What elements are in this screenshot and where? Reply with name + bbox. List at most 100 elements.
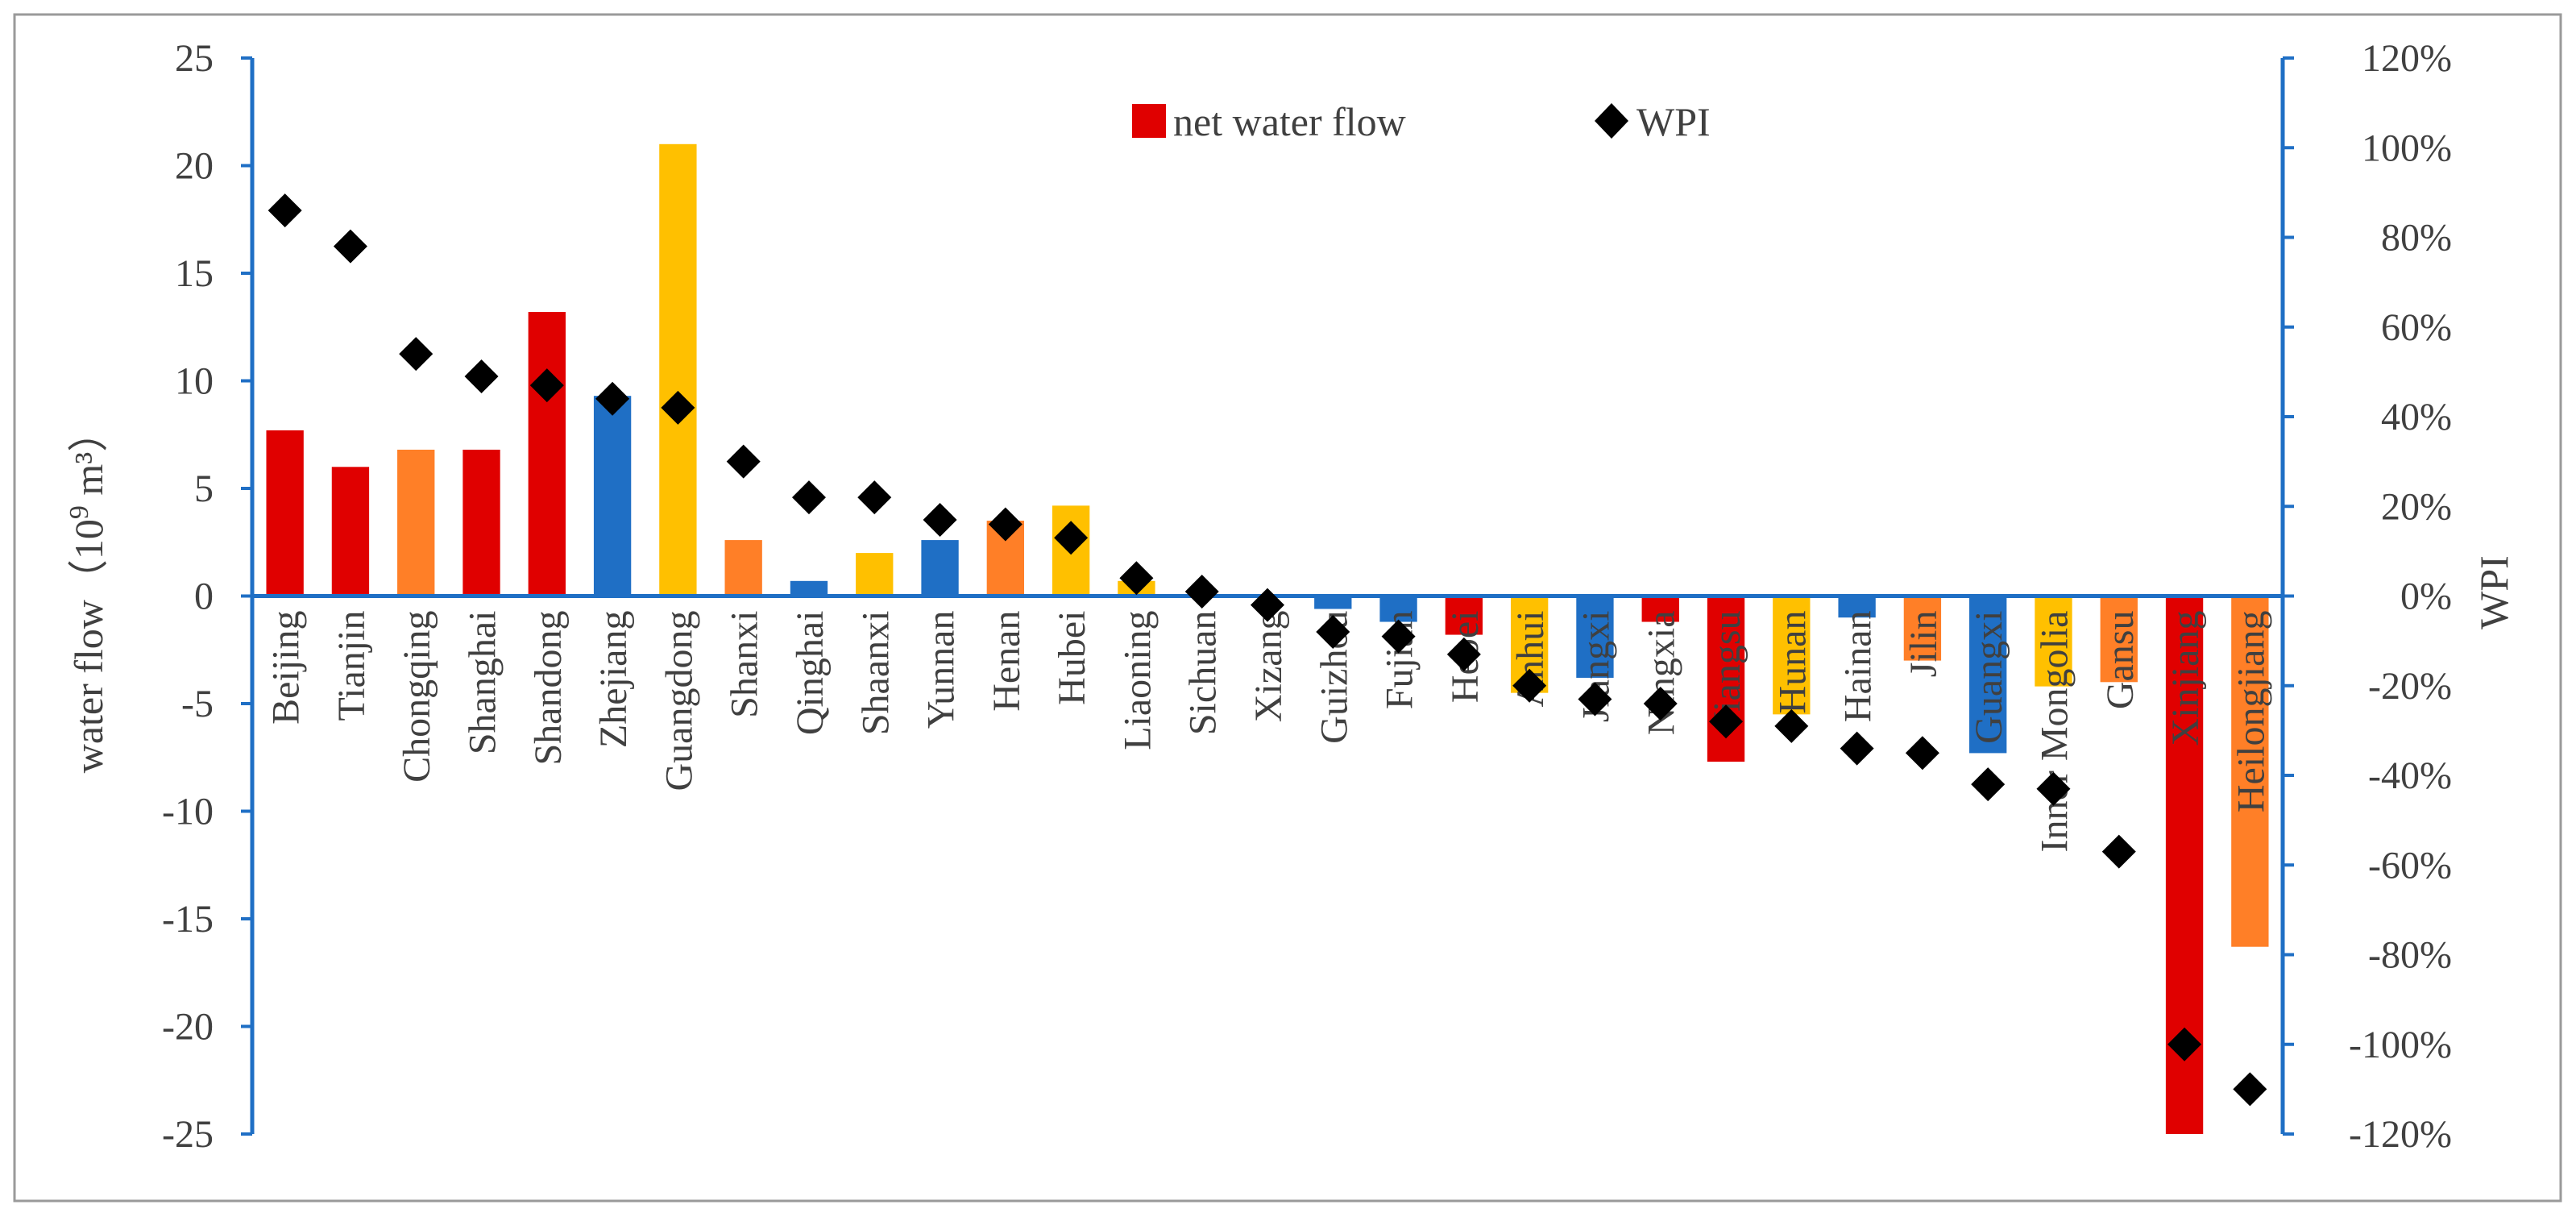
wpi-point-ningxia xyxy=(1643,687,1678,721)
bar-inner-mongolia xyxy=(2035,596,2072,687)
wpi-point-inner-mongolia xyxy=(2036,771,2071,806)
wpi-point-shandong xyxy=(529,368,564,403)
wpi-point-fujian xyxy=(1381,619,1416,654)
wpi-point-gansu xyxy=(2101,834,2136,869)
bar-guangxi xyxy=(1969,596,2007,754)
wpi-point-chongqing xyxy=(399,337,433,372)
legend-net-water-flow-label: net water flow xyxy=(1173,99,1406,144)
wpi-point-zhejiang xyxy=(595,381,630,416)
category-label-shanxi: Shanxi xyxy=(724,611,766,718)
wpi-point-henan xyxy=(988,507,1023,542)
legend: net water flow WPI xyxy=(1132,99,1711,144)
wpi-point-beijing xyxy=(268,193,302,228)
right-tick-label: -100% xyxy=(2349,1024,2452,1066)
wpi-point-liaoning xyxy=(1119,561,1154,596)
wpi-point-jiangsu xyxy=(1709,704,1744,739)
wpi-point-guangdong xyxy=(661,390,695,425)
left-tick-label: 25 xyxy=(175,37,214,80)
category-label-hubei: Hubei xyxy=(1051,611,1093,705)
legend-net-water-flow-swatch xyxy=(1132,104,1166,138)
wpi-point-yunnan xyxy=(923,502,957,537)
wpi-point-guizhou xyxy=(1316,615,1350,649)
right-tick-label: -120% xyxy=(2349,1113,2452,1156)
left-axis-ticks: 25 20 15 10 5 0 -5 -10 -15 -20 -25 xyxy=(162,37,252,1156)
right-tick-label: 20% xyxy=(2381,485,2452,528)
category-label-liaoning: Liaoning xyxy=(1116,611,1159,750)
left-tick-label: 10 xyxy=(175,360,214,403)
bar-zhejiang xyxy=(593,396,632,596)
wpi-point-tianjin xyxy=(333,229,367,264)
wpi-point-shanghai xyxy=(464,359,499,393)
wpi-point-jiangxi xyxy=(1578,682,1612,717)
left-tick-label: -10 xyxy=(162,791,214,833)
category-label-gansu: Gansu xyxy=(2099,611,2142,710)
category-label-shandong: Shandong xyxy=(527,611,570,766)
category-label-sichuan: Sichuan xyxy=(1182,611,1225,736)
bar-jiangxi xyxy=(1576,596,1614,678)
legend-wpi-marker xyxy=(1595,103,1628,139)
wpi-point-shanxi xyxy=(726,444,761,479)
left-axis-title: water flow（109 m³） xyxy=(64,412,111,774)
bar-chongqing xyxy=(397,449,435,596)
right-tick-label: -60% xyxy=(2368,844,2452,887)
right-axis-ticks: 120% 100% 80% 60% 40% 20% 0% -20% -40% -60% -80% -1… xyxy=(2283,37,2452,1156)
bar-guangdong xyxy=(659,143,697,596)
wpi-point-hainan xyxy=(1840,731,1874,766)
category-label-shaanxi: Shaanxi xyxy=(854,611,897,736)
bar-hebei xyxy=(1445,596,1483,635)
bar-tianjin xyxy=(331,467,370,596)
category-label-guangxi: Guangxi xyxy=(1968,611,2010,744)
category-label-beijing: Beijing xyxy=(265,611,308,725)
bar-shaanxi xyxy=(856,553,894,596)
wpi-point-hunan xyxy=(1774,708,1809,743)
bar-hainan xyxy=(1838,596,1876,618)
wpi-series xyxy=(268,193,2267,1107)
right-tick-label: 100% xyxy=(2362,127,2452,169)
category-label-guangdong: Guangdong xyxy=(657,611,700,791)
bar-jilin xyxy=(1903,596,1942,661)
category-label-heilongjiang: Heilongjiang xyxy=(2230,611,2272,813)
wpi-point-qinghai xyxy=(791,480,826,515)
category-label-xinjiang: Xinjiang xyxy=(2164,611,2207,746)
left-tick-label: 20 xyxy=(175,145,214,188)
category-label-chongqing: Chongqing xyxy=(396,611,438,783)
left-tick-label: -20 xyxy=(162,1006,214,1049)
right-tick-label: 60% xyxy=(2381,306,2452,349)
wpi-point-xinjiang xyxy=(2167,1027,2202,1061)
wpi-point-sichuan xyxy=(1184,574,1219,609)
right-tick-label: 120% xyxy=(2362,37,2452,80)
bar-shanghai xyxy=(463,449,500,596)
wpi-point-hubei xyxy=(1054,521,1089,555)
bar-qinghai xyxy=(790,580,828,596)
bar-yunnan xyxy=(921,540,959,596)
wpi-point-jilin xyxy=(1905,736,1939,771)
bar-shanxi xyxy=(724,540,762,596)
right-tick-label: -80% xyxy=(2368,934,2452,977)
wpi-point-guangxi xyxy=(1971,767,2006,802)
bar-fujian xyxy=(1379,596,1417,622)
right-tick-label: 40% xyxy=(2381,396,2452,438)
category-label-qinghai: Qinghai xyxy=(789,611,832,736)
legend-wpi-label: WPI xyxy=(1636,99,1711,144)
category-label-jilin: Jilin xyxy=(1902,611,1945,678)
category-label-shanghai: Shanghai xyxy=(462,611,504,755)
category-label-zhejiang: Zhejiang xyxy=(592,611,635,749)
category-label-henan: Henan xyxy=(985,611,1028,712)
left-tick-label: -25 xyxy=(162,1113,214,1156)
right-tick-label: 0% xyxy=(2400,575,2452,618)
bar-beijing xyxy=(266,430,304,596)
wpi-point-shaanxi xyxy=(857,480,892,515)
bar-heilongjiang xyxy=(2231,596,2269,947)
bar-gansu xyxy=(2100,596,2138,683)
bar-guizhou xyxy=(1314,596,1352,609)
wpi-point-anhui xyxy=(1512,668,1547,703)
category-label-inner-mongolia: Inner Mongolia xyxy=(2033,611,2076,853)
wpi-point-xizang xyxy=(1251,588,1284,622)
left-tick-label: 5 xyxy=(194,467,214,510)
right-tick-label: -20% xyxy=(2368,665,2452,708)
axes: 25 20 15 10 5 0 -5 -10 -15 -20 -25 120% 100% 80% 60% 4… xyxy=(162,37,2452,1156)
right-tick-label: 80% xyxy=(2381,217,2452,260)
right-axis-title: WPI xyxy=(2471,555,2516,629)
category-label-hainan: Hainan xyxy=(1837,611,1880,723)
